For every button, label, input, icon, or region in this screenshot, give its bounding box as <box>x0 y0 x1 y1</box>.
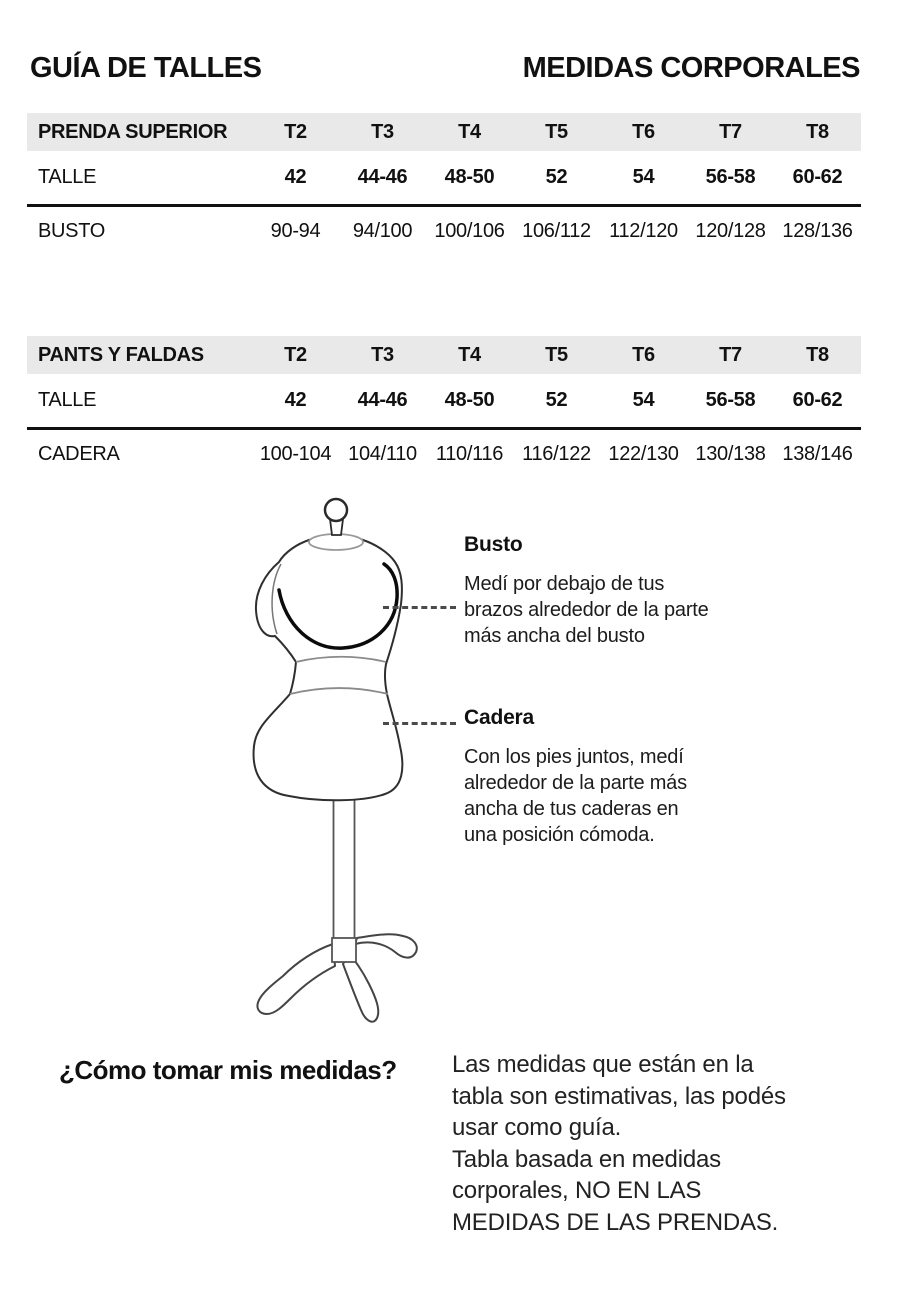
size-value: 54 <box>600 374 687 430</box>
size-column-header: T4 <box>426 113 513 151</box>
size-value: 112/120 <box>609 219 678 242</box>
neck-cap <box>308 533 364 551</box>
torso-outline <box>252 535 404 802</box>
size-value: 44-46 <box>339 374 426 430</box>
size-column-header: T6 <box>600 336 687 374</box>
size-value: 48-50 <box>426 374 513 430</box>
size-value: 52 <box>513 374 600 430</box>
size-column-header: T3 <box>339 336 426 374</box>
busto-label: Busto <box>464 533 523 556</box>
size-value: 110/116 <box>435 442 504 465</box>
size-value: 100-104 <box>259 442 332 465</box>
armhole-line <box>271 563 282 635</box>
waist-band <box>289 655 389 695</box>
measurements-note: Las medidas que están en la tabla son es… <box>452 1051 786 1236</box>
size-value: 42 <box>252 151 339 207</box>
size-tables: PRENDA SUPERIOR T2 T3 T4 T5 T6 T7 T8 TALLE 42 44-4… <box>27 113 861 478</box>
size-value: 54 <box>600 151 687 207</box>
size-value: 42 <box>252 374 339 430</box>
row-label: TALLE <box>27 151 252 207</box>
cadera-annotation: Cadera Con los pies juntos, medí alreded… <box>464 705 794 848</box>
row-label: TALLE <box>27 374 252 430</box>
size-column-header: T7 <box>687 113 774 151</box>
table-name: PANTS Y FALDAS <box>27 336 252 374</box>
size-value: 90-94 <box>270 219 321 242</box>
size-value: 130/138 <box>695 442 766 465</box>
size-table-0: PRENDA SUPERIOR T2 T3 T4 T5 T6 T7 T8 TALLE 42 44-4… <box>27 113 861 255</box>
row-label: BUSTO <box>38 219 106 242</box>
size-value: 100/106 <box>434 219 505 242</box>
size-value: 120/128 <box>695 219 766 242</box>
row-label: CADERA <box>38 442 120 465</box>
size-column-header: T8 <box>774 113 861 151</box>
pole-collar <box>331 937 357 963</box>
how-to-measure-title: ¿Cómo tomar mis medidas? <box>59 1055 397 1085</box>
size-column-header: T5 <box>513 113 600 151</box>
size-value: 44-46 <box>339 151 426 207</box>
finial-knob <box>323 497 349 523</box>
dress-form-illustration <box>252 497 418 1023</box>
guide-title: GUÍA DE TALLES <box>30 52 262 84</box>
size-column-header: T8 <box>774 336 861 374</box>
size-value: 94/100 <box>352 219 413 242</box>
size-value: 106/112 <box>522 219 591 242</box>
size-value: 128/136 <box>782 219 853 242</box>
body-measurements-title: MEDIDAS CORPORALES <box>522 52 861 84</box>
size-column-header: T4 <box>426 336 513 374</box>
size-column-header: T2 <box>252 336 339 374</box>
size-table-1: PANTS Y FALDAS T2 T3 T4 T5 T6 T7 T8 TALLE 42 44-46… <box>27 336 861 478</box>
table-row: TALLE 42 44-46 48-50 52 54 56-58 60-62 <box>27 374 861 430</box>
cadera-label: Cadera <box>464 706 535 729</box>
busto-annotation: Busto Medí por debajo de tus brazos alre… <box>464 532 794 649</box>
size-value: 116/122 <box>522 442 591 465</box>
cadera-connector-line <box>383 722 456 725</box>
cadera-description: Con los pies juntos, medí alrededor de l… <box>464 746 687 846</box>
stand-pole <box>332 793 356 947</box>
table-row: BUSTO 90-94 94/100 100/106 106/112 112/120 120… <box>27 206 861 256</box>
table-row: CADERA 100-104 104/110 110/116 116/122 122/13… <box>27 429 861 479</box>
table-row: TALLE 42 44-46 48-50 52 54 56-58 60-62 <box>27 151 861 207</box>
size-column-header: T3 <box>339 113 426 151</box>
size-column-header: T5 <box>513 336 600 374</box>
size-value: 104/110 <box>348 442 417 465</box>
table-name: PRENDA SUPERIOR <box>27 113 252 151</box>
size-value: 122/130 <box>608 442 679 465</box>
busto-description: Medí por debajo de tus brazos alrededor … <box>464 573 709 647</box>
bust-curve <box>277 562 399 650</box>
size-column-header: T2 <box>252 113 339 151</box>
size-value: 56-58 <box>687 151 774 207</box>
size-value: 60-62 <box>774 374 861 430</box>
size-value: 60-62 <box>774 151 861 207</box>
size-column-header: T7 <box>687 336 774 374</box>
size-value: 138/146 <box>782 442 853 465</box>
size-value: 56-58 <box>687 374 774 430</box>
size-column-header: T6 <box>600 113 687 151</box>
tripod-base <box>256 933 418 1023</box>
busto-connector-line <box>383 606 456 609</box>
size-value: 52 <box>513 151 600 207</box>
size-value: 48-50 <box>426 151 513 207</box>
